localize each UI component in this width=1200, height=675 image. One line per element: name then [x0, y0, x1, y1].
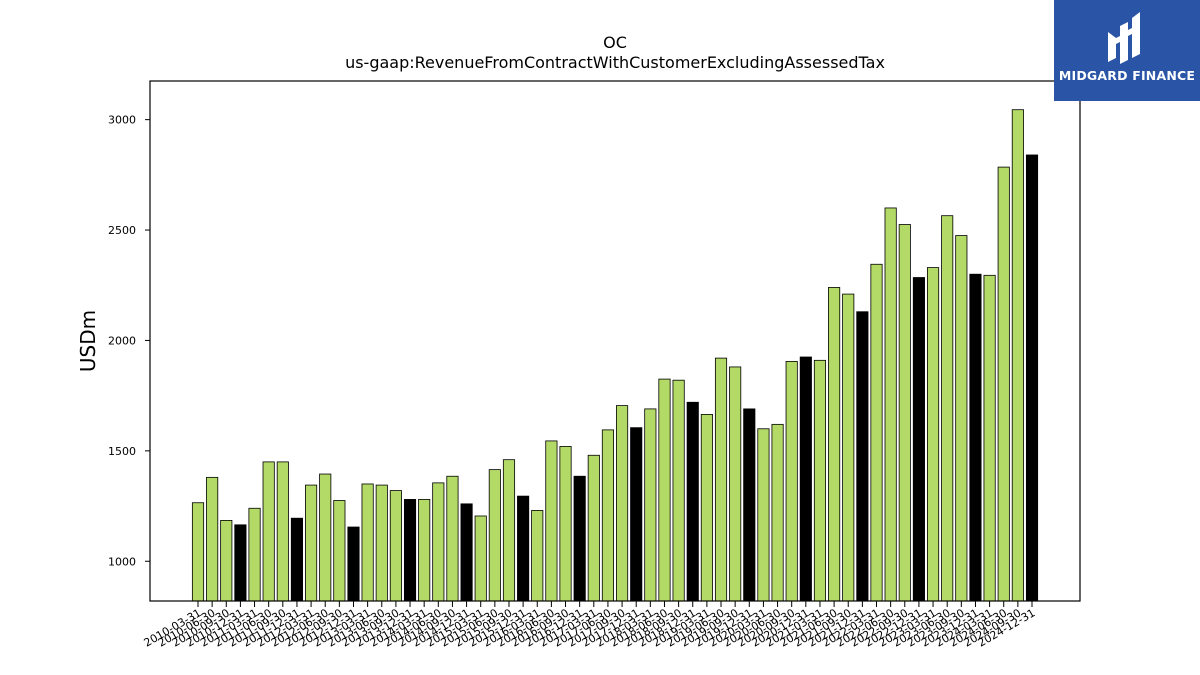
bar-2017-12-31 — [630, 427, 643, 602]
bar-2012-03-31 — [305, 484, 318, 602]
bar-2024-03-31 — [983, 274, 996, 602]
bar-2015-12-31 — [517, 495, 530, 602]
bar-2020-12-31 — [799, 356, 812, 602]
bar-2012-09-30 — [333, 500, 346, 602]
bar-2019-03-31 — [700, 414, 713, 602]
chart-title: OC — [603, 33, 627, 52]
bar-2024-09-30 — [1011, 109, 1024, 602]
bar-2020-03-31 — [757, 428, 770, 602]
bar-2019-06-30 — [714, 357, 728, 602]
bar-2019-12-31 — [743, 408, 756, 602]
bar-2023-09-30 — [955, 235, 968, 602]
bar-2020-09-30 — [785, 361, 798, 602]
bar-2018-12-31 — [686, 401, 699, 602]
bar-2014-03-31 — [418, 499, 431, 602]
bar-2013-09-30 — [389, 490, 402, 602]
bar-2013-06-30 — [375, 484, 388, 602]
bars-group — [191, 109, 1039, 602]
bar-2017-09-30 — [616, 405, 629, 602]
y-tick-label: 1000 — [108, 555, 136, 568]
bar-2017-06-30 — [601, 429, 614, 602]
y-axis: 1000 1500 2000 2500 3000 — [108, 114, 150, 568]
y-axis-label: USDm — [76, 310, 100, 372]
x-axis: 2010-03-312010-06-302010-09-302010-12-31… — [142, 601, 1038, 650]
brand-name: MIDGARD FINANCE — [1058, 68, 1196, 83]
bar-2016-06-30 — [545, 440, 558, 602]
bar-2011-03-31 — [248, 507, 261, 602]
bar-2022-12-31 — [912, 277, 925, 602]
y-tick-label: 2000 — [108, 334, 136, 347]
bar-2014-06-30 — [432, 482, 445, 602]
bar-2010-12-31 — [234, 524, 247, 602]
midgard-m-logo-icon — [1108, 12, 1140, 64]
bar-2018-03-31 — [644, 408, 657, 602]
bar-2011-09-30 — [276, 461, 289, 602]
bar-2010-03-31 — [191, 502, 205, 602]
bar-2011-12-31 — [290, 517, 304, 602]
bar-2023-06-30 — [941, 215, 954, 602]
bar-2014-09-30 — [446, 475, 459, 602]
bar-2012-12-31 — [347, 526, 360, 602]
bar-2016-09-30 — [559, 446, 572, 602]
bar-2022-06-30 — [884, 207, 897, 602]
bar-2011-06-30 — [262, 461, 275, 602]
bar-2014-12-31 — [460, 503, 473, 602]
brand-logo: MIDGARD FINANCE — [1054, 0, 1200, 101]
bar-2016-12-31 — [573, 475, 586, 602]
bar-2015-09-30 — [502, 459, 516, 602]
chart-subtitle: us-gaap:RevenueFromContractWithCustomerE… — [345, 53, 885, 72]
bar-2020-06-30 — [771, 423, 784, 602]
bar-2021-03-31 — [813, 359, 827, 602]
plot-frame — [149, 80, 1081, 602]
bar-2013-03-31 — [361, 483, 374, 602]
bar-2021-09-30 — [842, 293, 855, 602]
bar-2022-09-30 — [898, 224, 911, 602]
bar-2021-06-30 — [828, 287, 841, 602]
bar-2017-03-31 — [587, 454, 600, 602]
y-tick-label: 2500 — [108, 224, 136, 237]
bar-2010-09-30 — [220, 520, 233, 602]
bar-2016-03-31 — [531, 510, 544, 602]
bar-2013-12-31 — [403, 499, 417, 602]
bar-2010-06-30 — [206, 476, 219, 602]
y-tick-label: 3000 — [108, 114, 136, 127]
bar-2024-12-31 — [1025, 154, 1039, 602]
bar-2018-06-30 — [658, 378, 671, 602]
bar-2015-03-31 — [474, 515, 487, 602]
bar-2024-06-30 — [997, 166, 1010, 602]
bar-2021-12-31 — [856, 311, 869, 602]
bar-2018-09-30 — [672, 379, 685, 602]
bar-2019-09-30 — [729, 366, 742, 602]
bar-2023-12-31 — [969, 273, 982, 602]
bar-2012-06-30 — [319, 473, 332, 602]
bar-2015-06-30 — [488, 469, 501, 602]
bar-2022-03-31 — [870, 263, 883, 602]
bar-2023-03-31 — [927, 267, 940, 602]
y-tick-label: 1500 — [108, 445, 136, 458]
